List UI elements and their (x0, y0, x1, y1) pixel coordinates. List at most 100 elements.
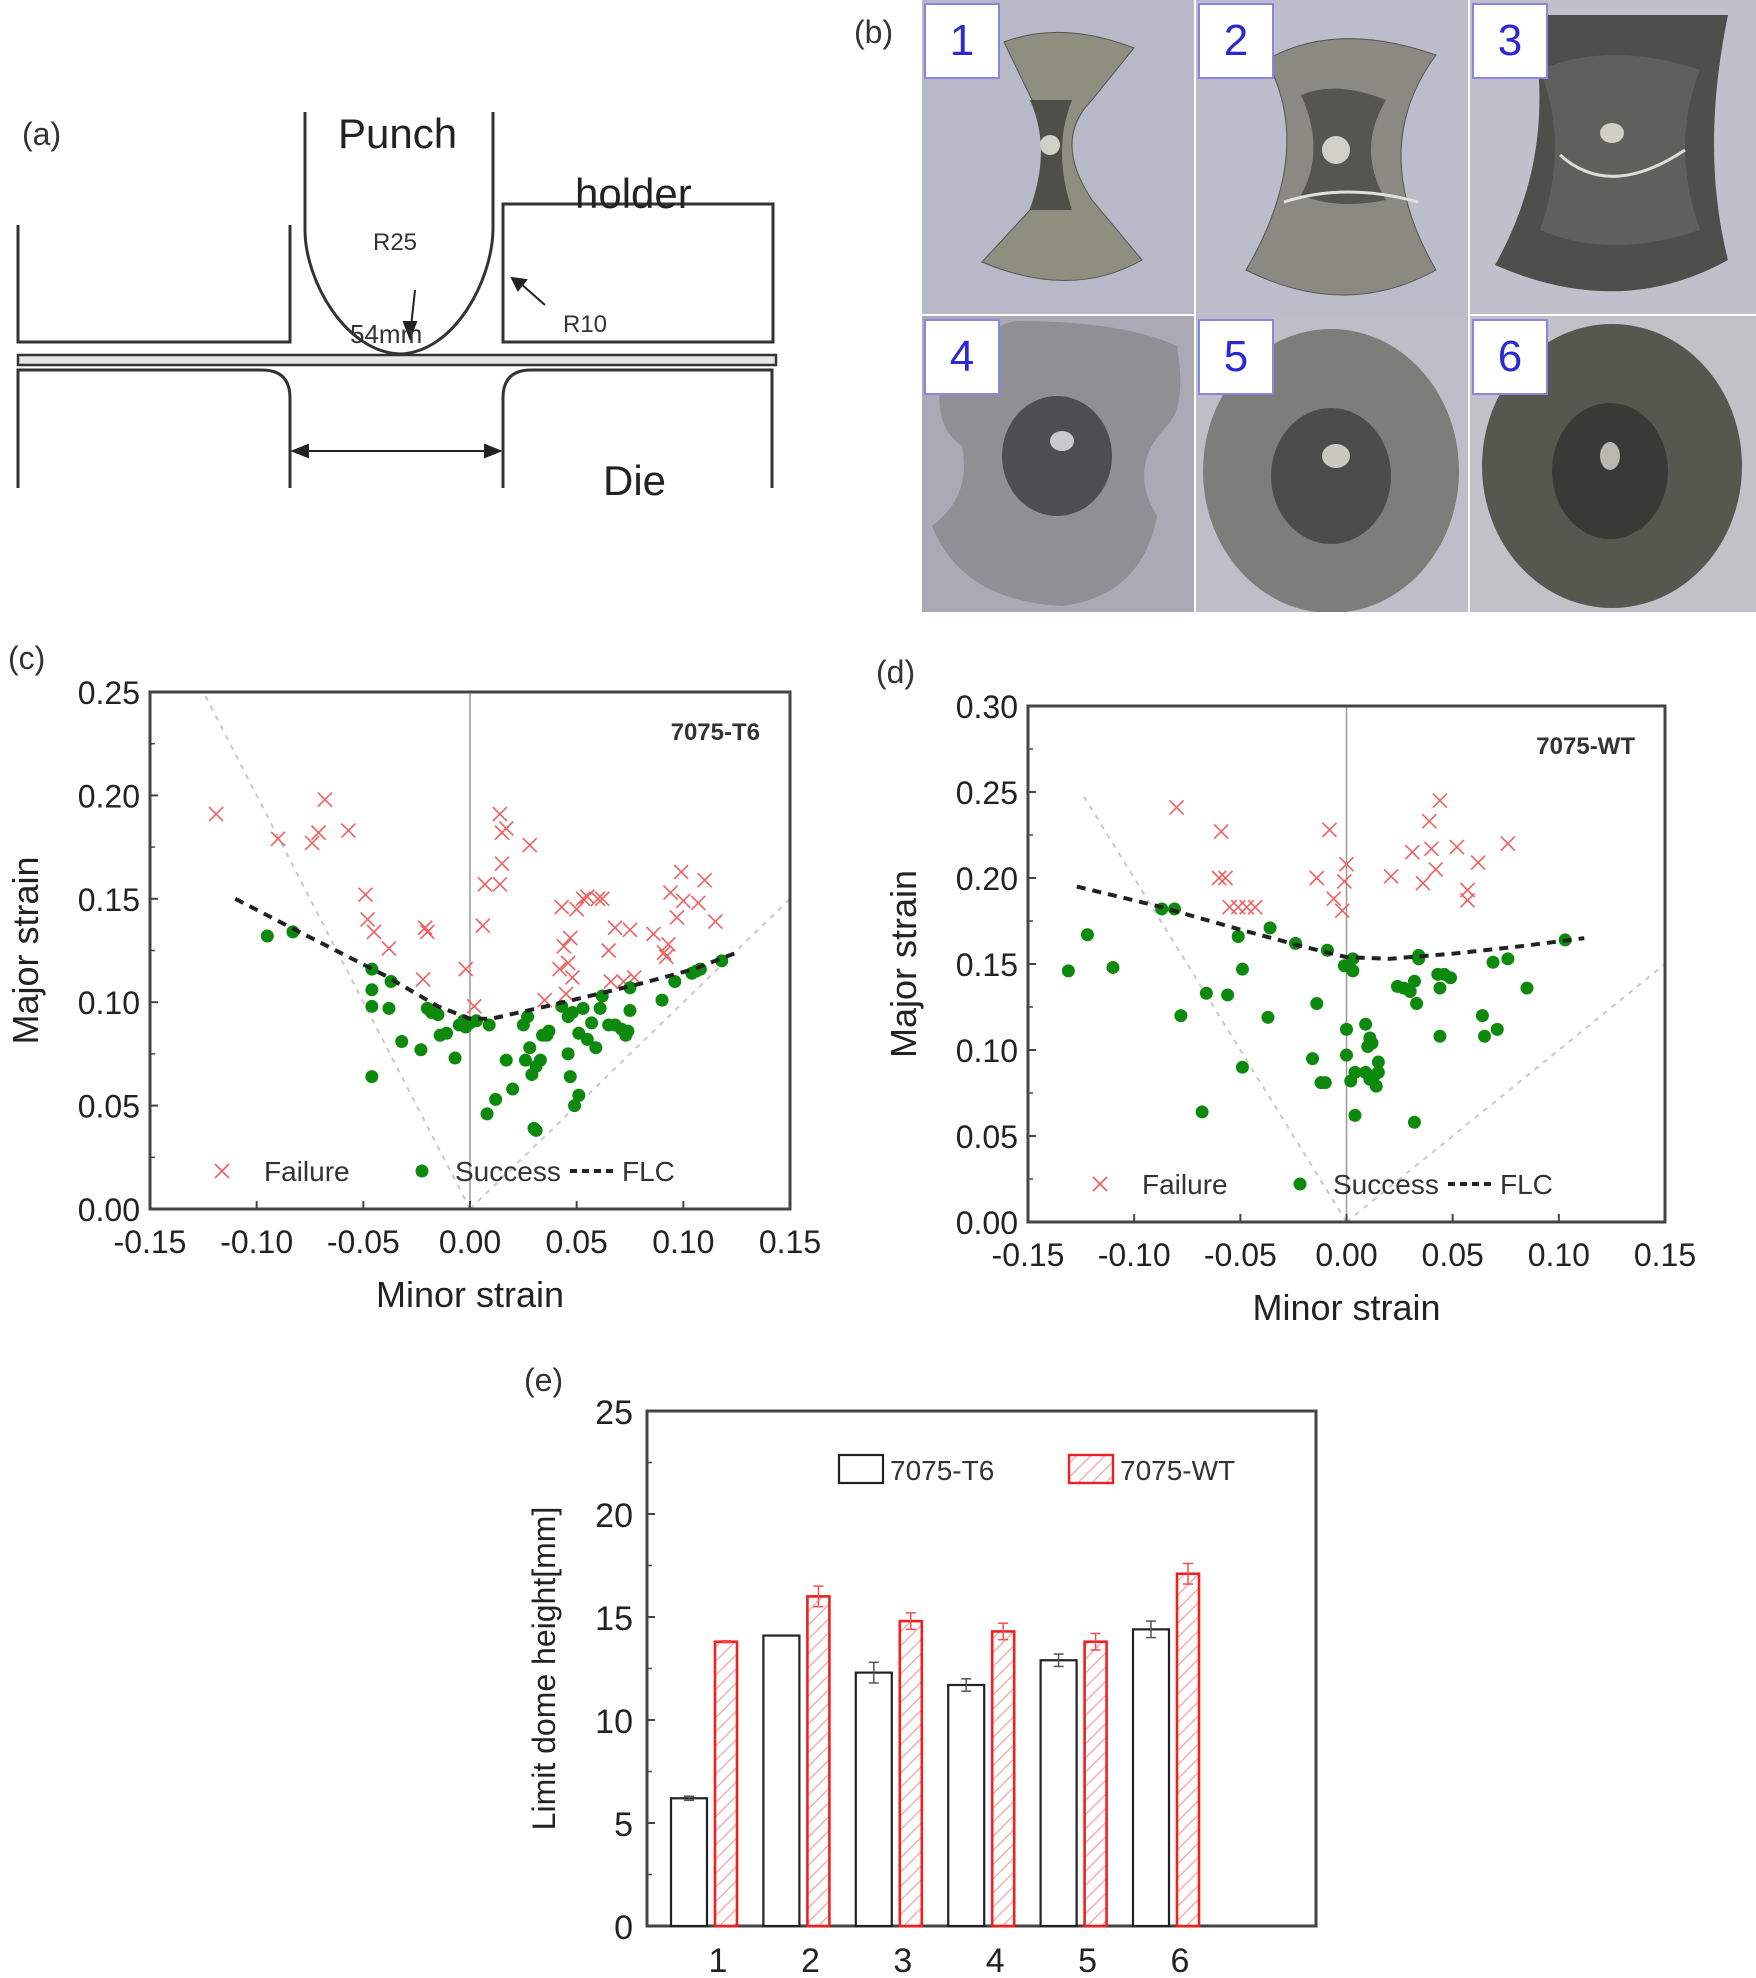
success-point (431, 1008, 445, 1022)
y-tick-label: 0.25 (78, 675, 140, 711)
failure-point (317, 791, 333, 808)
failure-point (645, 926, 662, 942)
success-point (668, 975, 682, 989)
r25-arrow (402, 321, 418, 341)
success-point (506, 1082, 520, 1096)
success-point (621, 1024, 635, 1038)
panel-a-label: (a) (22, 116, 62, 152)
failure-point (1459, 892, 1476, 908)
x-tick-label: 0.10 (652, 1224, 714, 1260)
failure-point (1428, 861, 1444, 877)
failure-point (310, 825, 327, 841)
failure-marker-stroke (575, 891, 591, 907)
y-tick-label: 5 (614, 1806, 633, 1844)
specimen-photo-2: 2 (1196, 0, 1468, 320)
failure-point (662, 885, 679, 901)
failure-point (494, 856, 510, 872)
y-axis-label: Limit dome height[mm] (526, 1507, 562, 1831)
success-point (1486, 955, 1500, 969)
failure-point (475, 918, 491, 934)
success-point (365, 999, 379, 1013)
failure-point (458, 961, 474, 977)
failure-marker-stroke (590, 891, 606, 907)
success-point (365, 1070, 379, 1084)
failure-marker-stroke (603, 973, 619, 990)
failure-point (415, 971, 431, 988)
bar-7075-wt (1175, 1572, 1201, 1928)
failure-marker-stroke (360, 911, 376, 928)
y-tick-label: 0.30 (956, 689, 1018, 725)
failure-marker-stroke (208, 806, 224, 822)
failure-marker-stroke (552, 961, 568, 977)
y-tick-label: 20 (595, 1497, 633, 1535)
legend-success-label: Success (455, 1156, 561, 1187)
success-point (1433, 981, 1447, 995)
failure-point (340, 822, 356, 839)
legend-success-label: Success (1333, 1169, 1439, 1200)
failure-point (1338, 856, 1355, 872)
failure-point (1415, 875, 1431, 891)
success-point (518, 1053, 532, 1067)
success-point (542, 1024, 556, 1038)
success-point (1231, 929, 1245, 943)
failure-marker-stroke (477, 876, 493, 892)
failure-point (1500, 836, 1516, 852)
success-point (395, 1034, 409, 1048)
specimen-photo-1: 1 (922, 0, 1194, 314)
failure-marker-stroke (1423, 841, 1439, 857)
failure-marker-stroke (1326, 891, 1342, 907)
y-tick-label: 15 (595, 1600, 633, 1638)
failure-point (477, 876, 493, 892)
bar-7075-wt (990, 1630, 1016, 1928)
success-point (489, 1092, 503, 1106)
failure-marker-stroke (1338, 856, 1355, 872)
failure-marker-stroke (317, 791, 333, 808)
specimen-number-1: 1 (924, 3, 1000, 79)
x-tick-label: -0.05 (327, 1224, 400, 1260)
failure-marker-stroke (1217, 870, 1234, 886)
failure-marker-stroke (669, 909, 685, 925)
y-tick-label: 0.15 (956, 947, 1018, 983)
failure-marker-stroke (1421, 813, 1437, 829)
failure-marker-stroke (622, 922, 638, 938)
failure-point (492, 806, 508, 822)
failure-marker-stroke (357, 887, 374, 903)
x-tick-label: -0.10 (1098, 1237, 1171, 1273)
success-point (1348, 1065, 1362, 1079)
y-tick-label: 0.20 (956, 861, 1018, 897)
bar-7075-t6 (669, 1797, 709, 1928)
failure-marker-stroke (417, 920, 433, 936)
success-point (1410, 997, 1424, 1011)
bar-7075-t6 (947, 1683, 986, 1928)
failure-marker-stroke (645, 926, 662, 942)
y-tick-label: 0.20 (78, 778, 140, 814)
failure-marker-stroke (498, 820, 514, 837)
specimen-photo-5: 5 (1196, 316, 1468, 612)
biaxial-reference-line (1345, 963, 1666, 1223)
holder-outline (501, 202, 775, 344)
y-axis-label: Major strain (883, 870, 924, 1058)
bar-7075-wt (713, 1640, 739, 1928)
r10-arrow (510, 276, 528, 292)
punch-radius-label: R25 (373, 229, 417, 256)
left-die-outline (16, 368, 292, 488)
success-point (1340, 1022, 1353, 1036)
flc-curve (234, 897, 738, 1021)
gap-dimension-label: 54mm (350, 319, 422, 349)
uniaxial-reference-line (1080, 791, 1348, 1223)
success-point (414, 1043, 428, 1057)
bar-7075-wt (1083, 1640, 1108, 1928)
failure-point (575, 891, 591, 907)
failure-marker-stroke (658, 949, 674, 965)
x-tick-label: 0.05 (1422, 1237, 1484, 1273)
bar-7075-wt (898, 1619, 924, 1928)
success-point (521, 1010, 535, 1024)
success-point (593, 1001, 607, 1015)
failure-marker-stroke (1470, 854, 1486, 871)
failure-point (417, 920, 433, 936)
failure-point (1383, 868, 1399, 884)
success-point (1306, 1052, 1320, 1066)
biaxial-reference-line (469, 898, 791, 1210)
specimen-photo-3: 3 (1470, 0, 1756, 314)
success-point (655, 993, 669, 1007)
